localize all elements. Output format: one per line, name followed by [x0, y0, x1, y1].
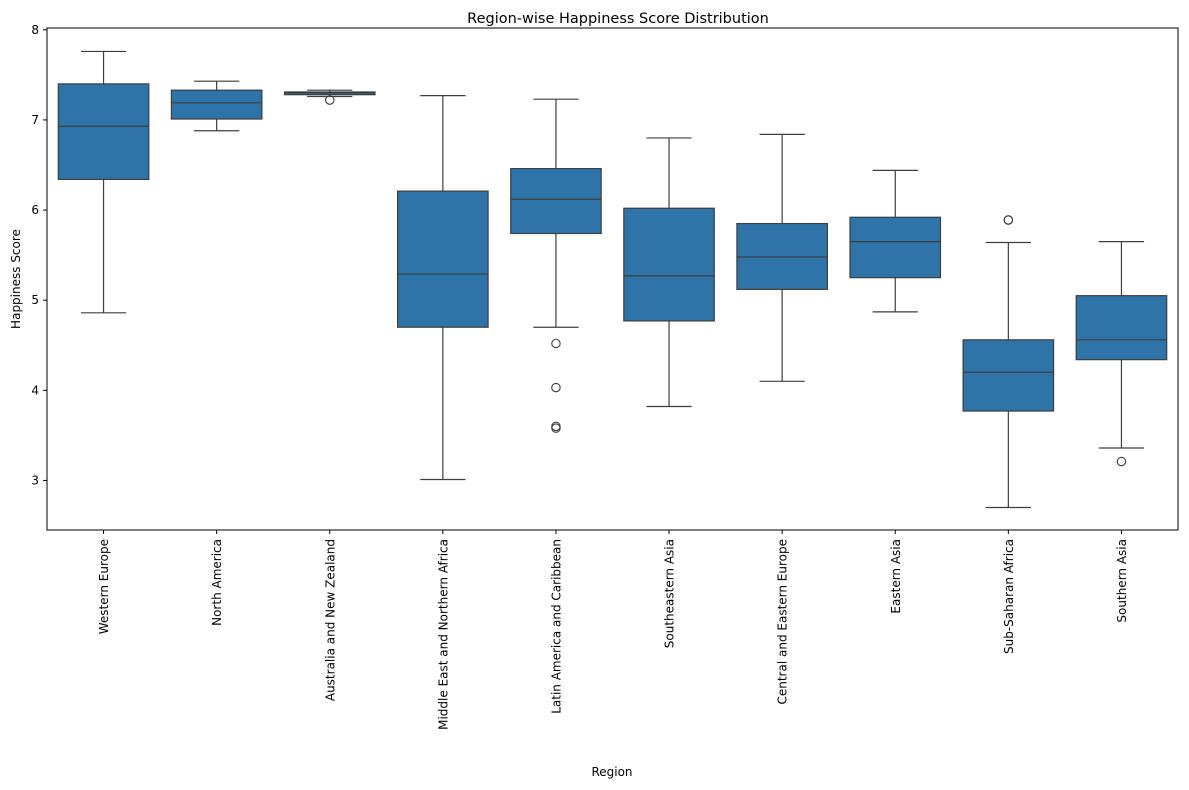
x-tick-label: Western Europe	[97, 539, 111, 634]
iqr-box	[57, 83, 150, 181]
box-group	[736, 133, 828, 382]
box-group	[1075, 240, 1168, 467]
outlier-point	[1003, 215, 1014, 225]
x-tick-label: Central and Eastern Europe	[776, 539, 790, 705]
y-tick-label: 4	[31, 383, 39, 397]
iqr-box	[623, 207, 715, 322]
box-group	[283, 89, 376, 105]
box-group	[57, 50, 150, 314]
iqr-box	[170, 89, 263, 120]
iqr-box	[397, 190, 489, 328]
box-group	[962, 215, 1055, 509]
outlier-point	[551, 423, 561, 433]
x-tick-label: Eastern Asia	[889, 539, 903, 614]
x-tick-label: Sub-Saharan Africa	[1002, 539, 1016, 654]
x-tick-label: Australia and New Zealand	[323, 539, 337, 701]
x-tick-label: Southeastern Asia	[663, 539, 677, 648]
box-group	[397, 94, 489, 481]
iqr-box	[962, 339, 1055, 412]
outlier-point	[324, 95, 335, 105]
outlier-point	[1116, 456, 1127, 467]
x-tick-label: Latin America and Caribbean	[549, 539, 563, 714]
box-group	[849, 169, 942, 313]
y-axis-title: Happiness Score	[9, 229, 23, 329]
box-group	[623, 137, 715, 408]
x-tick-label: Southern Asia	[1115, 539, 1129, 623]
chart-title: Region-wise Happiness Score Distribution	[467, 11, 769, 27]
x-tick-label: North America	[210, 539, 224, 626]
y-tick-label: 5	[31, 293, 39, 307]
iqr-box	[849, 216, 942, 279]
y-tick-label: 6	[31, 203, 39, 217]
outlier-point	[551, 338, 561, 349]
plot-frame	[46, 27, 1179, 531]
box-group	[170, 80, 263, 132]
y-tick-label: 3	[31, 473, 39, 487]
iqr-box	[510, 167, 602, 235]
box-group	[510, 98, 602, 433]
x-tick-label: Middle East and Northern Africa	[436, 539, 450, 730]
x-axis-title: Region	[591, 765, 632, 779]
outlier-point	[551, 382, 561, 393]
y-axis: 3 4 5 6 7 8	[31, 23, 47, 487]
y-tick-label: 7	[31, 113, 39, 127]
boxes-layer	[57, 50, 1168, 509]
y-tick-label: 8	[31, 23, 39, 37]
iqr-box	[1075, 295, 1168, 361]
x-axis: Western Europe North America Australia and…	[97, 530, 1129, 730]
